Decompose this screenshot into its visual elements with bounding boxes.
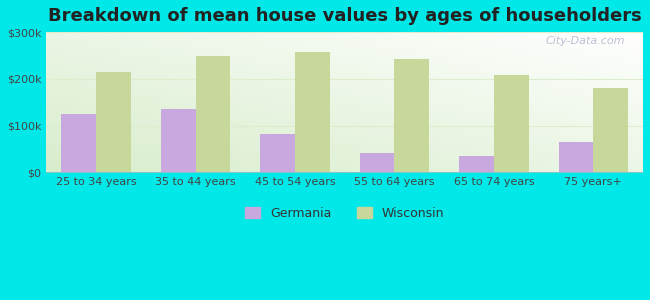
Bar bbox=[161, 109, 196, 172]
Bar bbox=[593, 88, 628, 172]
Bar bbox=[196, 56, 230, 172]
Title: Breakdown of mean house values by ages of householders: Breakdown of mean house values by ages o… bbox=[48, 7, 642, 25]
Bar bbox=[96, 72, 131, 172]
Bar bbox=[295, 52, 330, 172]
Bar bbox=[359, 153, 395, 172]
Bar bbox=[61, 114, 96, 172]
Bar bbox=[459, 156, 494, 172]
Bar bbox=[558, 142, 593, 172]
Bar bbox=[395, 59, 429, 172]
Legend: Germania, Wisconsin: Germania, Wisconsin bbox=[240, 202, 449, 225]
Bar bbox=[494, 75, 528, 172]
Bar bbox=[260, 134, 295, 172]
Text: City-Data.com: City-Data.com bbox=[545, 36, 625, 46]
